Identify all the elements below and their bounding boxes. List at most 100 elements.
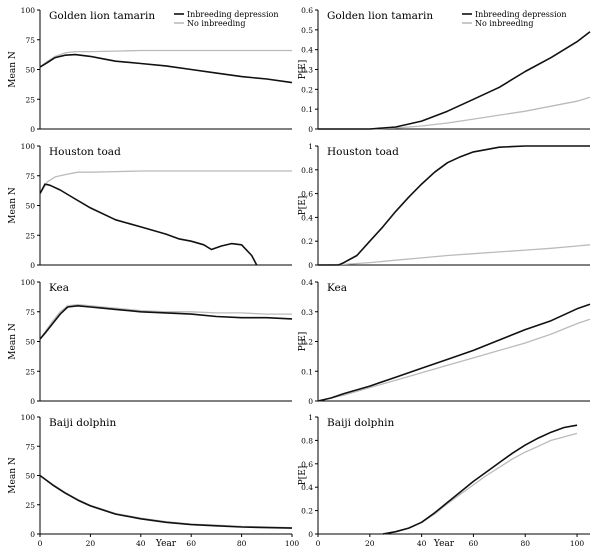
x-tick-label: 20 bbox=[86, 539, 96, 548]
y-tick-label: 0.6 bbox=[301, 460, 313, 469]
x-tick-label: 60 bbox=[186, 539, 196, 548]
legend-label: No inbreeding bbox=[187, 19, 245, 28]
series-line-no-inbreeding bbox=[39, 170, 292, 194]
series-line-no-inbreeding bbox=[317, 244, 591, 266]
y-tick-label: 75 bbox=[25, 172, 35, 181]
y-tick-label: 0.4 bbox=[301, 483, 313, 492]
x-tick-label: 0 bbox=[316, 539, 321, 548]
y-tick-label: 0.2 bbox=[301, 338, 313, 347]
chart-panel-probability-0: 0 0.1 0.2 0.3 0.4 0.5 0.6 P[E] Golden lion tamar… bbox=[298, 6, 591, 134]
y-tick-label: 0.6 bbox=[301, 6, 313, 15]
x-axis-title: Year bbox=[433, 539, 455, 549]
x-tick-label: 40 bbox=[136, 539, 146, 548]
y-axis-title: P[E] bbox=[298, 196, 308, 216]
x-tick-label: 40 bbox=[417, 539, 427, 548]
y-tick-label: 0 bbox=[30, 261, 35, 270]
y-tick-label: 0.1 bbox=[301, 367, 313, 376]
y-tick-label: 25 bbox=[25, 367, 35, 376]
y-axis-title: P[E] bbox=[298, 60, 308, 80]
series-line-no-inbreeding bbox=[382, 432, 578, 535]
y-tick-label: 100 bbox=[21, 278, 36, 287]
y-tick-label: 0.2 bbox=[301, 237, 313, 246]
x-tick-label: 80 bbox=[520, 539, 530, 548]
chart-panel-probability-2: 0 0.1 0.2 0.3 0.4 P[E] Kea bbox=[298, 278, 591, 406]
y-tick-label: 75 bbox=[25, 36, 35, 45]
y-tick-label: 50 bbox=[25, 66, 35, 75]
series-line-inbreeding bbox=[39, 474, 293, 529]
y-tick-label: 0 bbox=[308, 261, 313, 270]
y-axis-title: P[E] bbox=[298, 466, 308, 486]
panel-title: Baiji dolphin bbox=[49, 417, 117, 429]
y-tick-label: 100 bbox=[21, 6, 36, 15]
series-line-inbreeding bbox=[317, 303, 591, 402]
y-tick-label: 0.8 bbox=[301, 166, 313, 175]
y-tick-label: 25 bbox=[25, 501, 35, 510]
series-line-no-inbreeding bbox=[39, 303, 292, 340]
panel-title: Golden lion tamarin bbox=[49, 10, 155, 22]
y-tick-label: 100 bbox=[21, 413, 36, 422]
y-tick-label: 100 bbox=[21, 142, 36, 151]
x-tick-label: 80 bbox=[237, 539, 247, 548]
series-line-no-inbreeding bbox=[317, 318, 591, 402]
panel-title: Houston toad bbox=[327, 146, 399, 158]
chart-panel-probability-1: 0 0.2 0.4 0.6 0.8 1 P[E] Houston toad bbox=[298, 142, 591, 270]
y-tick-label: 0.5 bbox=[301, 26, 313, 35]
y-tick-label: 0.4 bbox=[301, 278, 313, 287]
panel-title: Houston toad bbox=[49, 146, 121, 158]
legend-label: Inbreeding depression bbox=[187, 10, 279, 19]
x-tick-label: 60 bbox=[469, 539, 479, 548]
series-line-inbreeding bbox=[39, 53, 293, 84]
chart-panel-mean-3: 0 25 50 75 100 0 20 40 60 80 100 Mean N Year Baiji do… bbox=[8, 413, 299, 549]
x-tick-label: 20 bbox=[365, 539, 375, 548]
series-line-inbreeding bbox=[39, 183, 258, 266]
y-tick-label: 0.3 bbox=[301, 308, 313, 317]
chart-panel-mean-1: 0 25 50 75 100 Mean N Houston toad bbox=[8, 142, 292, 270]
y-tick-label: 50 bbox=[25, 202, 35, 211]
y-axis-title: Mean N bbox=[8, 323, 18, 360]
y-tick-label: 0.1 bbox=[301, 105, 313, 114]
y-tick-label: 25 bbox=[25, 231, 35, 240]
y-tick-label: 0.8 bbox=[301, 436, 313, 445]
y-tick-label: 0 bbox=[308, 125, 313, 134]
legend-label: No inbreeding bbox=[475, 19, 533, 28]
chart-panel-probability-3: 0 0.2 0.4 0.6 0.8 1 0 20 40 60 80 100 P[E] Year Baiji … bbox=[298, 413, 590, 549]
y-tick-label: 1 bbox=[308, 413, 313, 422]
y-tick-label: 75 bbox=[25, 442, 35, 451]
series-line-inbreeding bbox=[318, 145, 590, 266]
y-tick-label: 0 bbox=[30, 125, 35, 134]
y-axis-title: Mean N bbox=[8, 187, 18, 224]
x-axis-title: Year bbox=[155, 539, 177, 549]
chart-panel-mean-0: 0 25 50 75 100 Mean N Golden lion tamarin bbox=[8, 6, 293, 134]
y-tick-label: 0.6 bbox=[301, 190, 313, 199]
chart-panel-mean-2: 0 25 50 75 100 Mean N Kea bbox=[8, 278, 293, 406]
y-tick-label: 1 bbox=[308, 142, 313, 151]
series-line-inbreeding bbox=[39, 304, 293, 340]
y-tick-label: 0.3 bbox=[301, 66, 313, 75]
series-line-inbreeding bbox=[318, 31, 591, 130]
panel-title: Kea bbox=[49, 282, 69, 294]
legend-label: Inbreeding depression bbox=[475, 10, 567, 19]
panel-title: Baiji dolphin bbox=[327, 417, 395, 429]
y-tick-label: 50 bbox=[25, 338, 35, 347]
panel-title: Golden lion tamarin bbox=[327, 10, 433, 22]
y-tick-label: 0 bbox=[308, 397, 313, 406]
y-axis-title: Mean N bbox=[8, 457, 18, 494]
y-tick-label: 50 bbox=[25, 472, 35, 481]
x-tick-label: 0 bbox=[38, 539, 43, 548]
y-axis-title: Mean N bbox=[8, 51, 18, 88]
series-line-no-inbreeding bbox=[39, 474, 293, 529]
y-tick-label: 0 bbox=[30, 397, 35, 406]
y-axis-title: P[E] bbox=[298, 332, 308, 352]
y-tick-label: 0.4 bbox=[301, 46, 313, 55]
series-line-no-inbreeding bbox=[318, 96, 591, 130]
series-line-inbreeding bbox=[382, 424, 578, 535]
panel-title: Kea bbox=[327, 282, 347, 294]
y-tick-label: 0.2 bbox=[301, 85, 313, 94]
y-tick-label: 0 bbox=[308, 530, 313, 539]
y-tick-label: 0 bbox=[30, 530, 35, 539]
y-tick-label: 75 bbox=[25, 308, 35, 317]
y-tick-label: 0.2 bbox=[301, 507, 313, 516]
